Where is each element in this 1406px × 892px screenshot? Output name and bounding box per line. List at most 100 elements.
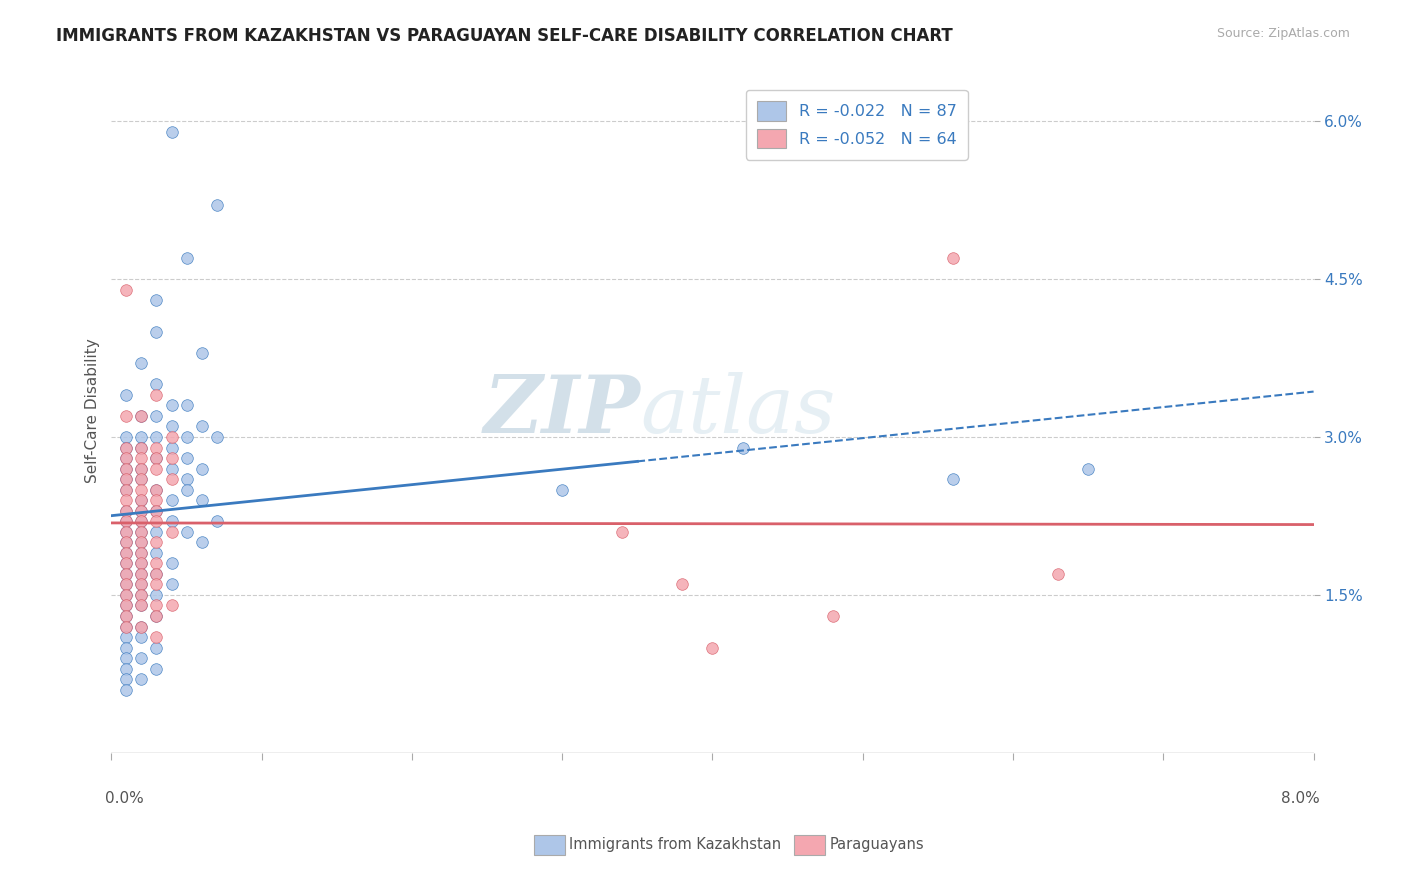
Point — [160, 514, 183, 528]
Point — [131, 461, 153, 475]
Point — [115, 640, 138, 655]
Point — [190, 461, 212, 475]
Point — [115, 557, 138, 571]
Point — [145, 483, 167, 497]
Point — [145, 483, 167, 497]
Text: Paraguayans: Paraguayans — [830, 838, 924, 852]
Point — [205, 430, 228, 444]
Point — [145, 609, 167, 624]
Point — [131, 409, 153, 423]
Point — [145, 566, 167, 581]
Point — [115, 672, 138, 686]
Point — [131, 524, 153, 539]
Point — [115, 514, 138, 528]
Point — [176, 451, 198, 466]
Point — [551, 483, 574, 497]
Text: 8.0%: 8.0% — [1281, 790, 1320, 805]
Point — [115, 472, 138, 486]
Point — [131, 441, 153, 455]
Point — [176, 524, 198, 539]
Point — [131, 588, 153, 602]
Point — [131, 588, 153, 602]
Point — [145, 451, 167, 466]
Point — [115, 524, 138, 539]
Point — [145, 630, 167, 644]
Point — [145, 557, 167, 571]
Point — [702, 640, 724, 655]
Point — [115, 441, 138, 455]
Point — [131, 441, 153, 455]
Point — [131, 472, 153, 486]
Point — [145, 609, 167, 624]
Point — [131, 493, 153, 508]
Point — [160, 493, 183, 508]
Point — [176, 251, 198, 265]
Point — [131, 535, 153, 549]
Point — [115, 524, 138, 539]
Point — [131, 557, 153, 571]
Point — [160, 441, 183, 455]
Point — [115, 588, 138, 602]
Point — [115, 577, 138, 591]
Point — [160, 125, 183, 139]
Point — [115, 430, 138, 444]
Point — [145, 546, 167, 560]
Point — [115, 483, 138, 497]
Point — [115, 451, 138, 466]
Point — [145, 430, 167, 444]
Y-axis label: Self-Care Disability: Self-Care Disability — [86, 338, 100, 483]
Point — [145, 409, 167, 423]
Point — [131, 514, 153, 528]
Text: atlas: atlas — [640, 372, 835, 450]
Point — [145, 566, 167, 581]
Point — [115, 619, 138, 633]
Point — [145, 325, 167, 339]
Point — [115, 609, 138, 624]
Point — [131, 504, 153, 518]
Point — [131, 599, 153, 613]
Point — [1047, 566, 1070, 581]
Point — [145, 662, 167, 676]
Point — [115, 483, 138, 497]
Point — [1077, 461, 1099, 475]
Point — [115, 441, 138, 455]
Point — [205, 198, 228, 212]
Point — [145, 577, 167, 591]
Point — [131, 619, 153, 633]
Point — [176, 483, 198, 497]
Point — [115, 514, 138, 528]
Point — [190, 345, 212, 359]
Point — [115, 493, 138, 508]
Point — [115, 461, 138, 475]
Point — [115, 609, 138, 624]
Point — [131, 535, 153, 549]
Point — [612, 524, 634, 539]
Point — [115, 504, 138, 518]
Point — [115, 577, 138, 591]
Point — [145, 377, 167, 392]
Point — [115, 599, 138, 613]
Text: IMMIGRANTS FROM KAZAKHSTAN VS PARAGUAYAN SELF-CARE DISABILITY CORRELATION CHART: IMMIGRANTS FROM KAZAKHSTAN VS PARAGUAYAN… — [56, 27, 953, 45]
Point — [942, 472, 965, 486]
Point — [131, 577, 153, 591]
Point — [115, 283, 138, 297]
Point — [115, 535, 138, 549]
Point — [115, 588, 138, 602]
Point — [190, 535, 212, 549]
Text: 0.0%: 0.0% — [105, 790, 145, 805]
Point — [145, 451, 167, 466]
Point — [160, 577, 183, 591]
Point — [131, 546, 153, 560]
Point — [145, 504, 167, 518]
Point — [131, 651, 153, 665]
Point — [115, 566, 138, 581]
Point — [115, 546, 138, 560]
Point — [145, 588, 167, 602]
Point — [115, 504, 138, 518]
Point — [115, 409, 138, 423]
Point — [131, 483, 153, 497]
Point — [145, 599, 167, 613]
Point — [131, 472, 153, 486]
Legend: R = -0.022   N = 87, R = -0.052   N = 64: R = -0.022 N = 87, R = -0.052 N = 64 — [745, 90, 967, 160]
Point — [176, 399, 198, 413]
